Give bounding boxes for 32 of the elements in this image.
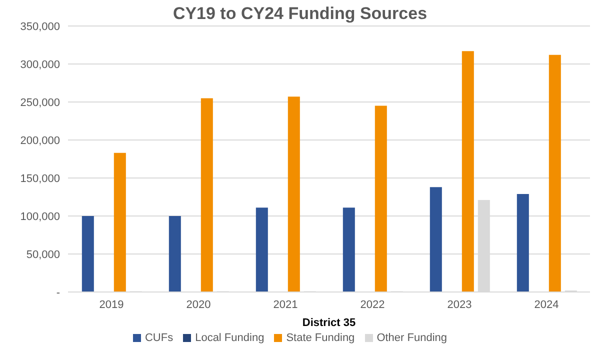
x-tick-label: 2021 bbox=[273, 298, 298, 311]
bar bbox=[548, 54, 561, 292]
legend-label: Other Funding bbox=[376, 332, 448, 344]
y-tick-label: 300,000 bbox=[20, 58, 60, 71]
legend-label: Local Funding bbox=[195, 332, 264, 344]
y-tick-label: - bbox=[56, 286, 60, 299]
bar bbox=[374, 106, 387, 292]
legend-label: CUFs bbox=[144, 332, 174, 344]
bar bbox=[114, 152, 126, 292]
bar bbox=[288, 96, 300, 292]
bar bbox=[256, 208, 268, 292]
legend-label: State Funding bbox=[286, 332, 355, 344]
x-tick-label: 2023 bbox=[447, 298, 472, 311]
x-tick-label: 2024 bbox=[534, 298, 559, 311]
y-tick-label: 200,000 bbox=[20, 134, 60, 147]
y-tick-label: 250,000 bbox=[20, 96, 60, 109]
bar bbox=[342, 208, 355, 292]
bar bbox=[168, 216, 181, 292]
y-tick-label: 50,000 bbox=[26, 248, 60, 261]
chart-title: CY19 to CY24 Funding Sources bbox=[172, 4, 428, 23]
y-tick-label: 150,000 bbox=[20, 172, 60, 185]
x-tick-label: 2022 bbox=[360, 298, 385, 311]
x-tick-label: 2019 bbox=[99, 298, 124, 311]
bar bbox=[200, 98, 213, 292]
y-tick-label: 100,000 bbox=[20, 210, 60, 223]
bar bbox=[462, 51, 474, 292]
y-tick-label: 350,000 bbox=[20, 20, 60, 33]
bar bbox=[82, 216, 94, 292]
x-tick-label: 2020 bbox=[186, 298, 211, 311]
bar bbox=[516, 194, 529, 292]
x-axis-title: District 35 bbox=[302, 317, 356, 329]
bar bbox=[430, 187, 442, 292]
